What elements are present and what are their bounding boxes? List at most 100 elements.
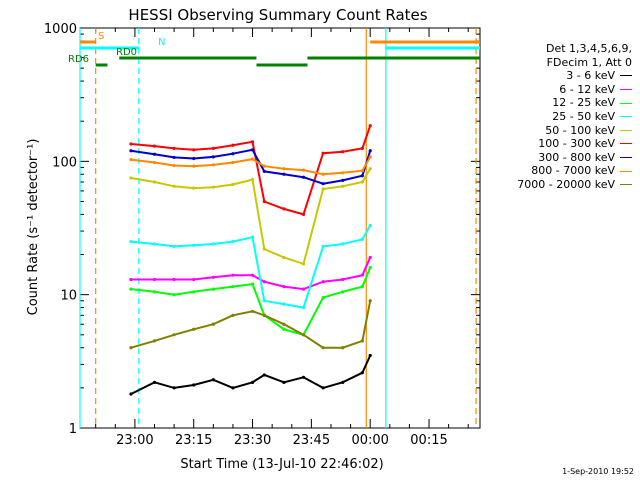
data-point	[301, 262, 306, 266]
data-point	[231, 313, 235, 317]
data-point	[282, 302, 286, 306]
data-point	[192, 156, 196, 161]
legend-header-detectors: Det 1,3,4,5,6,9,	[545, 42, 632, 55]
data-point	[262, 373, 266, 377]
data-point	[360, 273, 364, 277]
data-point	[211, 146, 215, 151]
data-point	[368, 167, 372, 171]
data-point	[368, 299, 372, 303]
data-point	[231, 273, 235, 277]
legend-swatch	[620, 170, 632, 172]
x-tick-label: 23:30	[234, 433, 271, 448]
series-line	[130, 168, 372, 266]
legend-entries: 3 - 6 keV 6 - 12 keV 12 - 25 keV 25 - 50 ke…	[500, 69, 636, 191]
data-point	[192, 164, 196, 168]
data-point	[301, 212, 306, 216]
data-point	[360, 174, 364, 178]
data-point	[231, 284, 235, 289]
data-point	[231, 182, 235, 187]
data-point	[282, 207, 286, 211]
data-point	[282, 380, 286, 384]
x-axis-label: Start Time (13-Jul-10 22:46:02)	[180, 457, 383, 472]
data-point	[321, 172, 325, 176]
data-point	[360, 237, 364, 241]
data-point	[192, 290, 196, 294]
data-point	[250, 380, 255, 384]
legend-entry-label: 12 - 25 keV	[552, 96, 615, 110]
data-point	[282, 255, 286, 260]
data-point	[321, 386, 325, 390]
legend-header-attenuator: FDecim 1, Att 0	[546, 55, 632, 69]
data-point	[192, 243, 196, 247]
x-tick-label: 23:00	[116, 433, 153, 448]
data-point	[341, 184, 345, 188]
legend-entry: 12 - 25 keV	[500, 96, 636, 110]
legend-swatch	[620, 89, 632, 91]
flag-label: N	[158, 37, 165, 48]
legend-entry-label: 25 - 50 keV	[552, 109, 615, 123]
series-line	[130, 225, 372, 309]
data-point	[368, 265, 372, 270]
plot-area: 1 10 100 1000 23:00 23:15 23:30 23:45 00:00 00:15…	[44, 22, 481, 448]
data-point	[321, 280, 325, 284]
flag-label: RD0	[116, 47, 137, 58]
series-line	[131, 257, 372, 291]
data-point	[368, 255, 372, 260]
series-line	[130, 267, 372, 336]
data-point	[360, 146, 364, 151]
x-tick-label: 23:45	[293, 433, 330, 448]
data-point	[262, 313, 266, 317]
data-point	[129, 287, 133, 291]
legend-entry-label: 100 - 300 keV	[538, 137, 615, 151]
data-point	[262, 280, 266, 284]
legend: Det 1,3,4,5,6,9, FDecim 1, Att 0 3 - 6 k…	[500, 42, 636, 192]
data-point	[152, 180, 157, 184]
data-point	[250, 273, 255, 277]
data-point	[282, 327, 286, 331]
series-line	[130, 125, 372, 216]
y-tick-label: 1	[69, 422, 77, 437]
legend-entry-label: 800 - 7000 keV	[531, 164, 615, 178]
data-point	[301, 175, 306, 179]
data-point	[250, 235, 255, 239]
generated-date: 1-Sep-2010 19:52	[562, 467, 634, 476]
legend-entry: 800 - 7000 keV	[500, 164, 636, 178]
data-point	[129, 158, 133, 162]
data-point	[321, 187, 325, 191]
data-point	[360, 339, 364, 343]
data-point	[368, 149, 372, 153]
data-point	[368, 155, 372, 159]
data-point	[129, 392, 133, 396]
data-point	[129, 142, 133, 146]
chart-title: HESSI Observing Summary Count Rates	[128, 6, 427, 24]
data-point	[152, 339, 157, 343]
series-line	[130, 148, 372, 185]
legend-swatch	[620, 157, 632, 159]
legend-swatch	[620, 184, 632, 186]
data-point	[211, 185, 215, 189]
series-line	[130, 156, 372, 176]
data-point	[152, 380, 157, 384]
data-point	[341, 346, 345, 350]
legend-swatch	[620, 129, 632, 131]
data-point	[341, 380, 345, 384]
data-point	[341, 171, 345, 175]
data-point	[301, 168, 306, 172]
legend-swatch	[620, 116, 632, 118]
y-tick-label: 1000	[44, 22, 77, 37]
data-point	[282, 284, 286, 289]
x-tick-label: 00:15	[410, 433, 447, 448]
legend-entry: 3 - 6 keV	[500, 69, 636, 83]
data-point	[152, 144, 157, 148]
data-point	[211, 378, 215, 382]
data-point	[129, 346, 133, 350]
data-point	[231, 386, 235, 390]
data-point	[250, 282, 255, 286]
legend-entry-label: 7000 - 20000 keV	[517, 177, 615, 191]
data-point	[129, 149, 133, 153]
data-point	[152, 277, 157, 282]
data-point	[250, 309, 255, 313]
flag-label: RD6	[68, 54, 89, 65]
data-point	[360, 371, 364, 375]
data-point	[231, 240, 235, 244]
